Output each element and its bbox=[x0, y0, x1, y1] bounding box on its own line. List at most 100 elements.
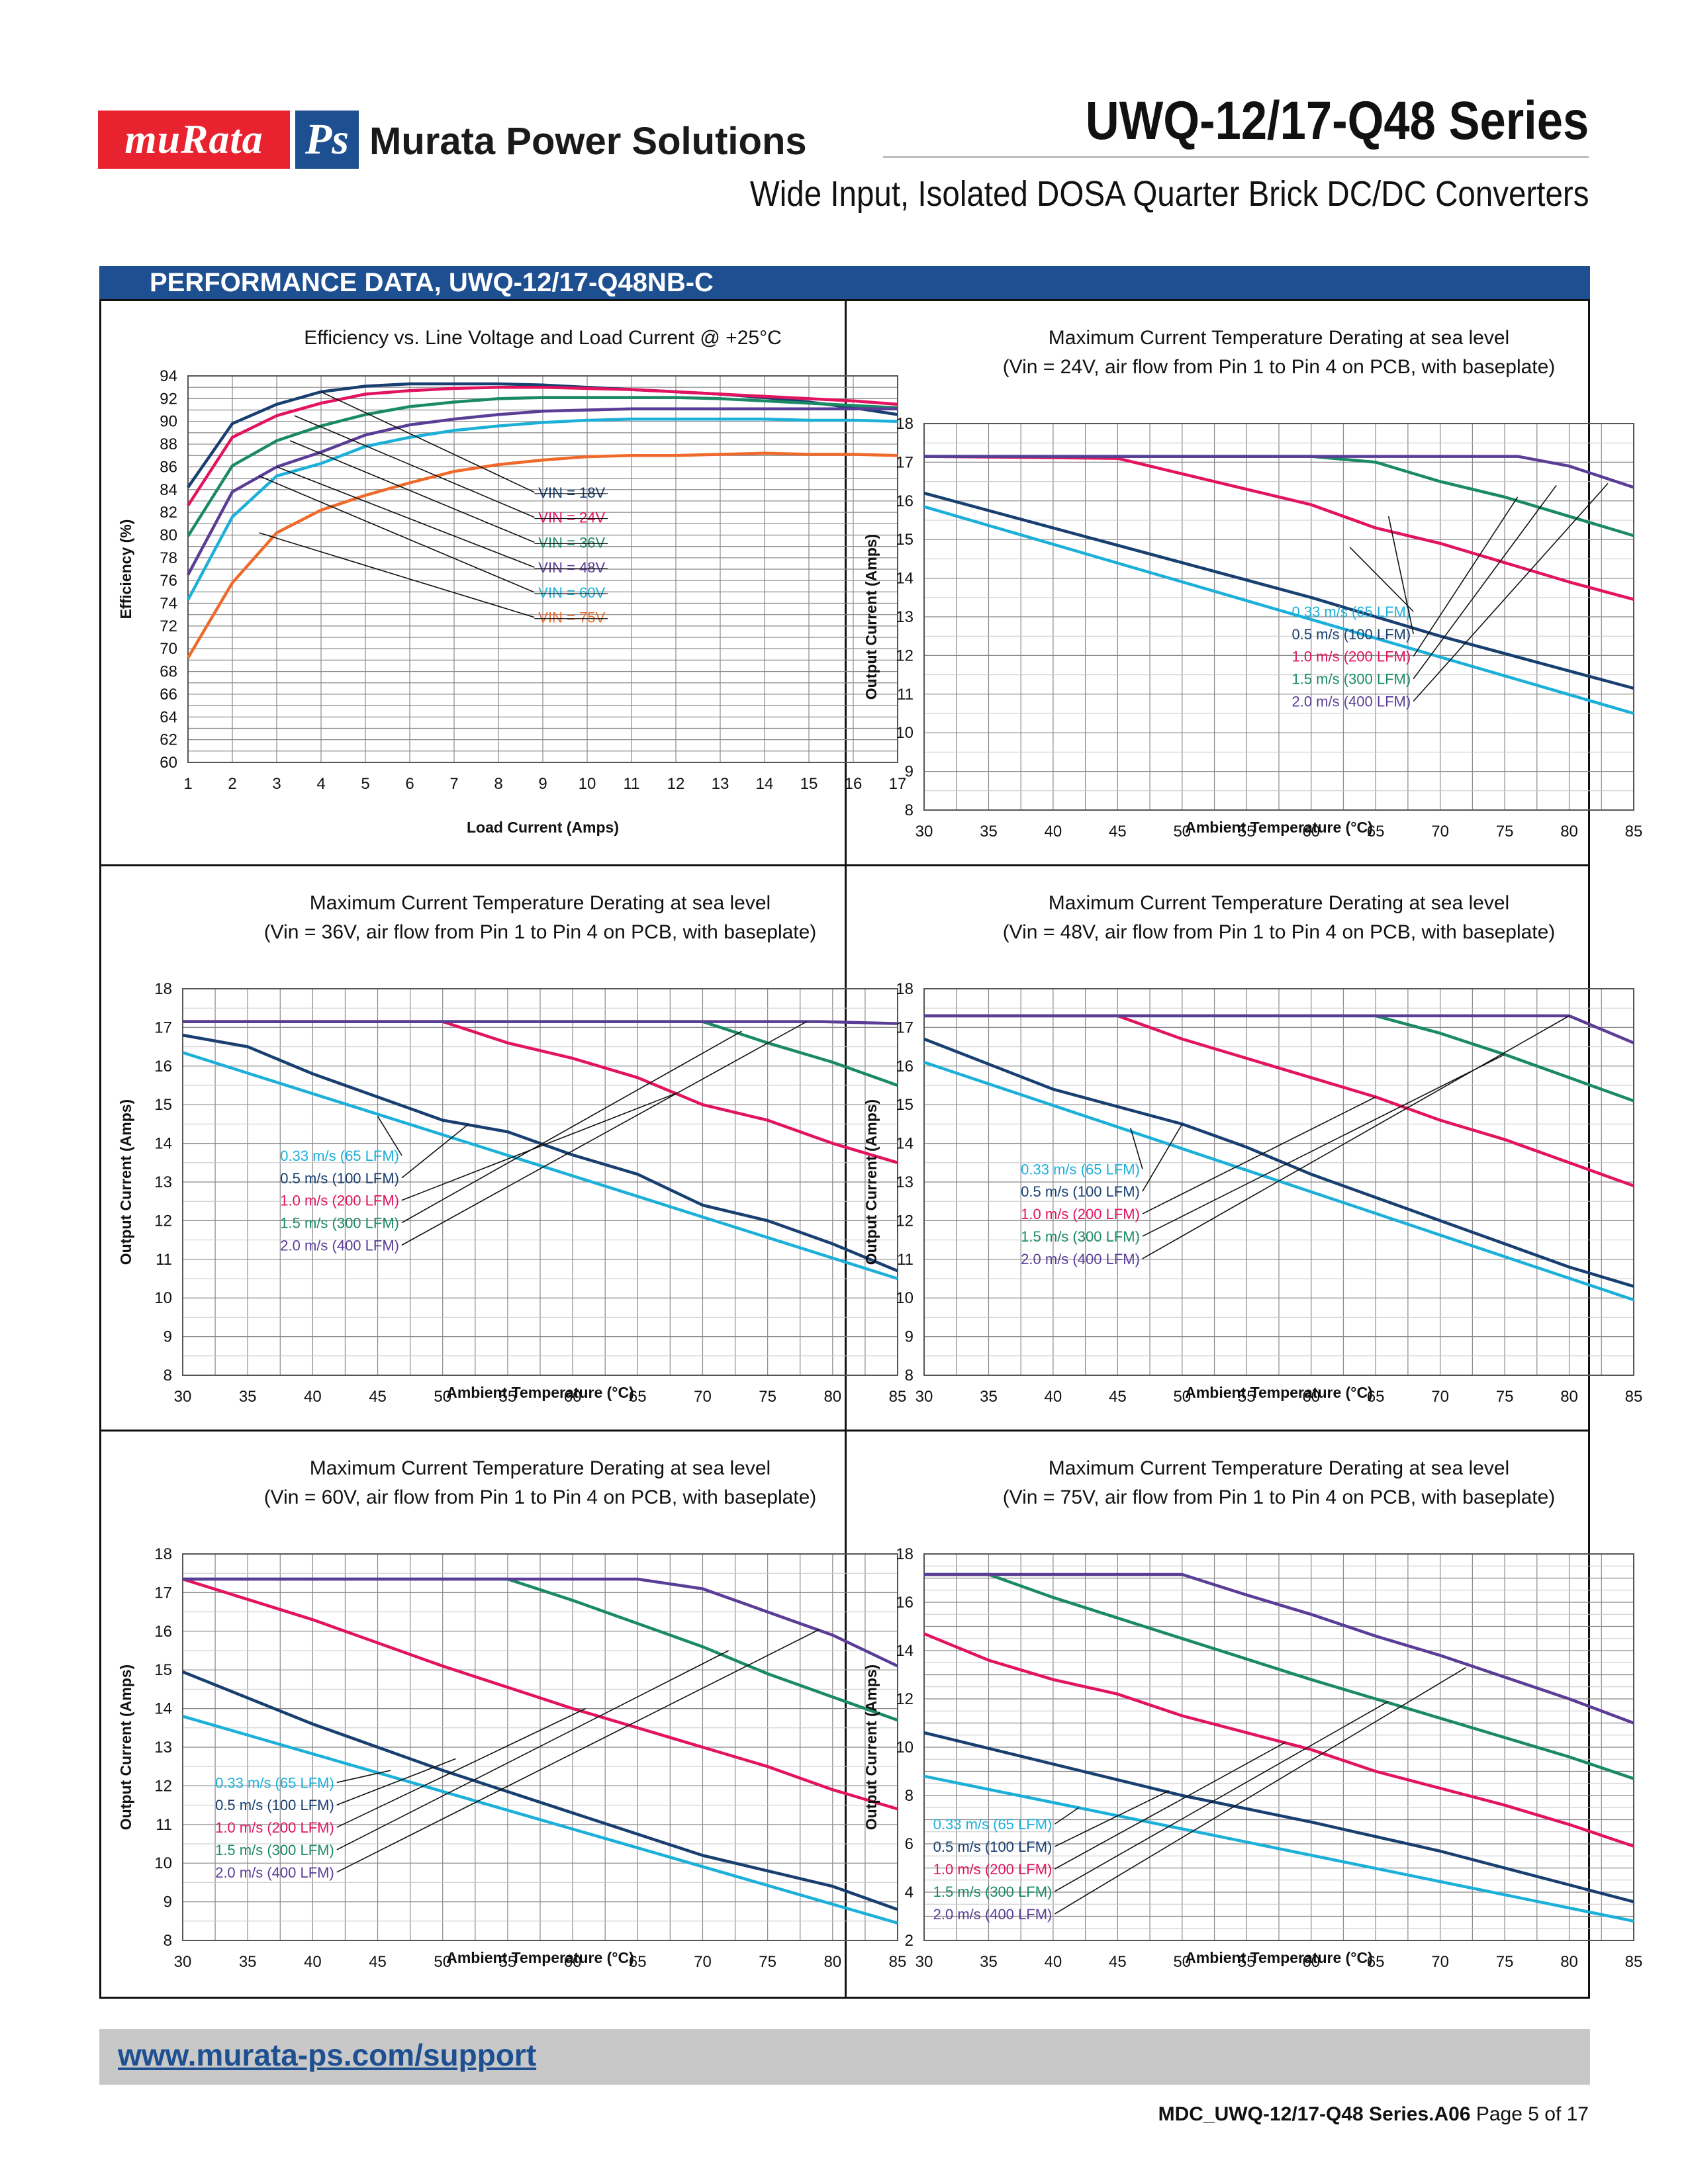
y-tick-label: 9 bbox=[164, 1893, 172, 1911]
legend-leader bbox=[401, 1021, 807, 1246]
legend-leader bbox=[336, 1650, 729, 1850]
series-line-vin-75v bbox=[187, 451, 898, 659]
legend-entry: 1.0 m/s (200 LFM) bbox=[933, 1861, 1053, 1878]
x-tick-label: 60 bbox=[1302, 1388, 1320, 1406]
legend-leader bbox=[1413, 496, 1519, 657]
document-code: MDC_UWQ-12/17-Q48 Series.A06 bbox=[1158, 2103, 1471, 2125]
x-tick-label: 55 bbox=[1238, 1388, 1256, 1406]
series-line-0-33-m-s-65-lfm bbox=[923, 505, 1634, 715]
legend-leader bbox=[1054, 1700, 1389, 1892]
y-tick-label: 15 bbox=[896, 1096, 914, 1114]
legend-leader bbox=[289, 440, 535, 543]
derating-chart-36v: Maximum Current Temperature Derating at … bbox=[117, 892, 906, 1406]
legend-entry: 2.0 m/s (400 LFM) bbox=[1021, 1251, 1140, 1267]
y-tick-label: 90 bbox=[160, 413, 177, 431]
x-tick-label: 50 bbox=[1173, 1388, 1191, 1406]
y-tick-label: 8 bbox=[164, 1932, 172, 1950]
plot-area bbox=[923, 423, 1634, 811]
y-tick-label: 16 bbox=[154, 1623, 172, 1641]
x-tick-label: 50 bbox=[1173, 1953, 1191, 1971]
x-tick-label: 40 bbox=[304, 1388, 322, 1406]
chart-title: Maximum Current Temperature Derating at … bbox=[1049, 1457, 1509, 1479]
series-line-1-5-m-s-300-lfm bbox=[183, 1577, 898, 1722]
x-tick-label: 80 bbox=[823, 1953, 841, 1971]
x-tick-label: 40 bbox=[1045, 1388, 1062, 1406]
y-tick-label: 18 bbox=[154, 1545, 172, 1563]
ps-logo-mark: Ps bbox=[295, 111, 359, 169]
x-tick-label: 45 bbox=[369, 1953, 387, 1971]
legend-leader bbox=[401, 1030, 742, 1224]
legend-entry: 1.5 m/s (300 LFM) bbox=[1291, 671, 1411, 688]
x-tick-label: 75 bbox=[759, 1388, 776, 1406]
y-tick-label: 10 bbox=[896, 1289, 914, 1307]
legend-leader bbox=[1142, 1096, 1376, 1214]
legend-entry: 0.33 m/s (65 LFM) bbox=[1021, 1161, 1140, 1177]
murata-logo-wordmark: muRata bbox=[98, 111, 290, 169]
legend-entry: 1.0 m/s (200 LFM) bbox=[1021, 1206, 1140, 1222]
series-line-vin-48v bbox=[187, 407, 898, 576]
legend-entry: VIN = 24V bbox=[538, 510, 605, 526]
x-tick-label: 65 bbox=[1367, 823, 1385, 841]
x-tick-label: 40 bbox=[1045, 823, 1062, 841]
series-line-1-0-m-s-200-lfm bbox=[923, 1632, 1634, 1848]
series-group bbox=[182, 1577, 898, 1925]
y-tick-label: 10 bbox=[154, 1854, 172, 1872]
y-axis-label: Output Current (Amps) bbox=[863, 1099, 880, 1265]
plot-area bbox=[187, 375, 898, 763]
x-tick-label: 35 bbox=[239, 1388, 257, 1406]
legend-entry: 1.0 m/s (200 LFM) bbox=[280, 1193, 399, 1209]
chart-subtitle: (Vin = 60V, air flow from Pin 1 to Pin 4… bbox=[264, 1486, 817, 1508]
y-tick-label: 82 bbox=[160, 504, 177, 522]
x-tick-label: 75 bbox=[759, 1953, 776, 1971]
y-tick-label: 15 bbox=[896, 531, 914, 549]
x-tick-label: 35 bbox=[239, 1953, 257, 1971]
series-group bbox=[923, 1572, 1634, 1923]
y-tick-label: 4 bbox=[905, 1884, 914, 1901]
x-tick-label: 6 bbox=[405, 775, 414, 793]
x-tick-label: 70 bbox=[1431, 1388, 1449, 1406]
x-tick-label: 30 bbox=[174, 1388, 192, 1406]
x-tick-label: 55 bbox=[1238, 1953, 1256, 1971]
legend-leader bbox=[320, 391, 535, 493]
legend-entry: 0.33 m/s (65 LFM) bbox=[215, 1774, 334, 1791]
y-tick-label: 17 bbox=[154, 1019, 172, 1036]
y-tick-label: 62 bbox=[160, 731, 177, 749]
series-line-1-0-m-s-200-lfm bbox=[182, 1577, 898, 1811]
legend-leader bbox=[336, 1629, 820, 1873]
x-axis-label: Load Current (Amps) bbox=[467, 819, 619, 836]
chart-title: Maximum Current Temperature Derating at … bbox=[310, 1457, 771, 1479]
legend-entry: 0.5 m/s (100 LFM) bbox=[1291, 626, 1411, 643]
header-rule bbox=[883, 156, 1589, 158]
x-tick-label: 7 bbox=[449, 775, 458, 793]
legend-entry: 2.0 m/s (400 LFM) bbox=[933, 1906, 1053, 1923]
x-tick-label: 60 bbox=[1302, 823, 1320, 841]
y-tick-label: 10 bbox=[896, 724, 914, 742]
y-tick-label: 12 bbox=[154, 1777, 172, 1795]
support-link[interactable]: www.murata-ps.com/support bbox=[118, 2038, 537, 2072]
y-tick-label: 17 bbox=[154, 1584, 172, 1602]
y-tick-label: 18 bbox=[896, 980, 914, 998]
x-tick-label: 45 bbox=[1109, 1953, 1127, 1971]
y-tick-label: 11 bbox=[897, 1251, 914, 1269]
legend-entry: 1.5 m/s (300 LFM) bbox=[933, 1884, 1053, 1900]
y-tick-label: 16 bbox=[896, 492, 914, 510]
y-tick-label: 12 bbox=[896, 1690, 914, 1708]
panel-divider-row-2 bbox=[99, 1430, 1590, 1432]
series-group bbox=[923, 455, 1634, 715]
y-tick-label: 6 bbox=[905, 1835, 914, 1853]
x-tick-label: 85 bbox=[889, 1388, 907, 1406]
x-tick-label: 65 bbox=[629, 1388, 647, 1406]
legend-entry: 0.33 m/s (65 LFM) bbox=[1291, 604, 1411, 620]
y-tick-label: 8 bbox=[905, 801, 914, 819]
legend-leader bbox=[1130, 1128, 1143, 1169]
y-tick-label: 17 bbox=[896, 453, 914, 471]
series-line-2-0-m-s-400-lfm bbox=[924, 1572, 1634, 1725]
legend-entry: 1.5 m/s (300 LFM) bbox=[1021, 1228, 1140, 1245]
y-tick-label: 11 bbox=[897, 686, 914, 704]
x-tick-label: 8 bbox=[494, 775, 502, 793]
x-tick-label: 14 bbox=[756, 775, 774, 793]
x-axis-label: Ambient Temperature (°C) bbox=[1185, 1949, 1373, 1966]
series-subtitle: Wide Input, Isolated DOSA Quarter Brick … bbox=[749, 174, 1589, 214]
x-tick-label: 11 bbox=[624, 775, 640, 793]
y-tick-label: 92 bbox=[160, 390, 177, 408]
